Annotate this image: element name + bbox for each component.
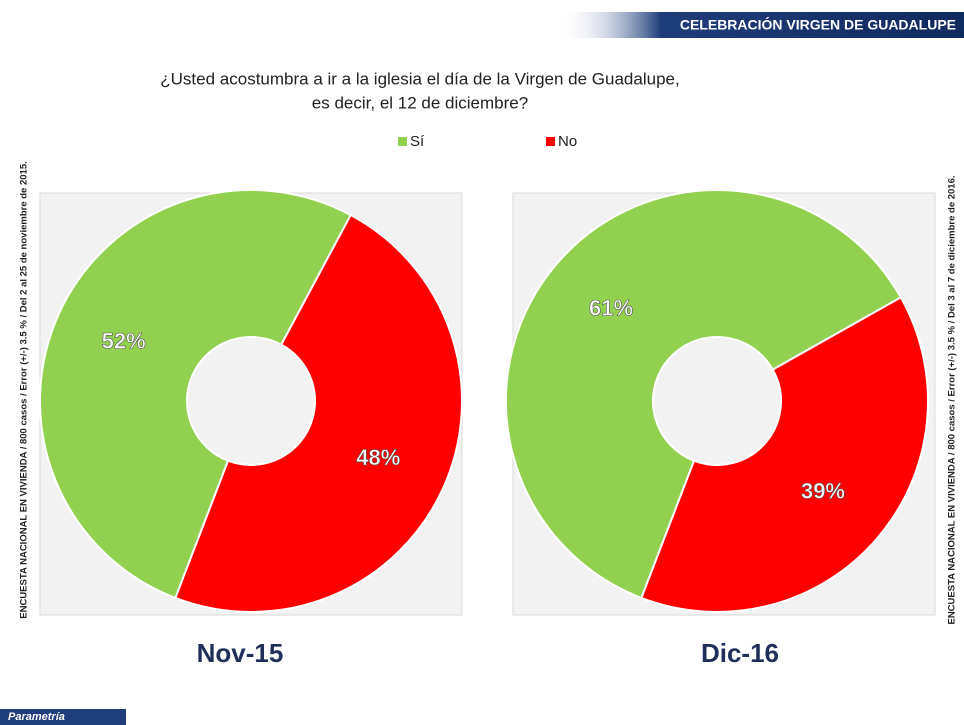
header: CELEBRACIÓN VIRGEN DE GUADALUPE — [680, 16, 956, 33]
legend-label: Sí — [410, 133, 425, 150]
brand: Parametría — [8, 711, 65, 723]
question-line: ¿Usted acostumbra a ir a la iglesia el d… — [160, 69, 679, 88]
brand-bar — [0, 709, 126, 725]
legend-swatch — [546, 137, 555, 146]
data-label: 48% — [356, 445, 400, 470]
donut-slice — [640, 296, 929, 613]
chart-title: Dic-16 — [701, 638, 779, 668]
legend-label: No — [558, 133, 577, 150]
header-bar — [560, 12, 964, 38]
donut-slice — [174, 213, 463, 613]
legend-swatch — [398, 137, 407, 146]
donut-slice — [38, 189, 353, 600]
donut-slice — [505, 189, 903, 600]
side-note: ENCUESTA NACIONAL EN VIVIENDA / 800 caso… — [19, 161, 30, 618]
data-label: 52% — [102, 329, 146, 354]
data-label: 61% — [589, 295, 633, 320]
chart-title: Nov-15 — [197, 638, 284, 668]
question-line: es decir, el 12 de diciembre? — [312, 93, 528, 112]
data-label: 39% — [801, 478, 845, 503]
side-note: ENCUESTA NACIONAL EN VIVIENDA / 800 caso… — [947, 175, 958, 624]
